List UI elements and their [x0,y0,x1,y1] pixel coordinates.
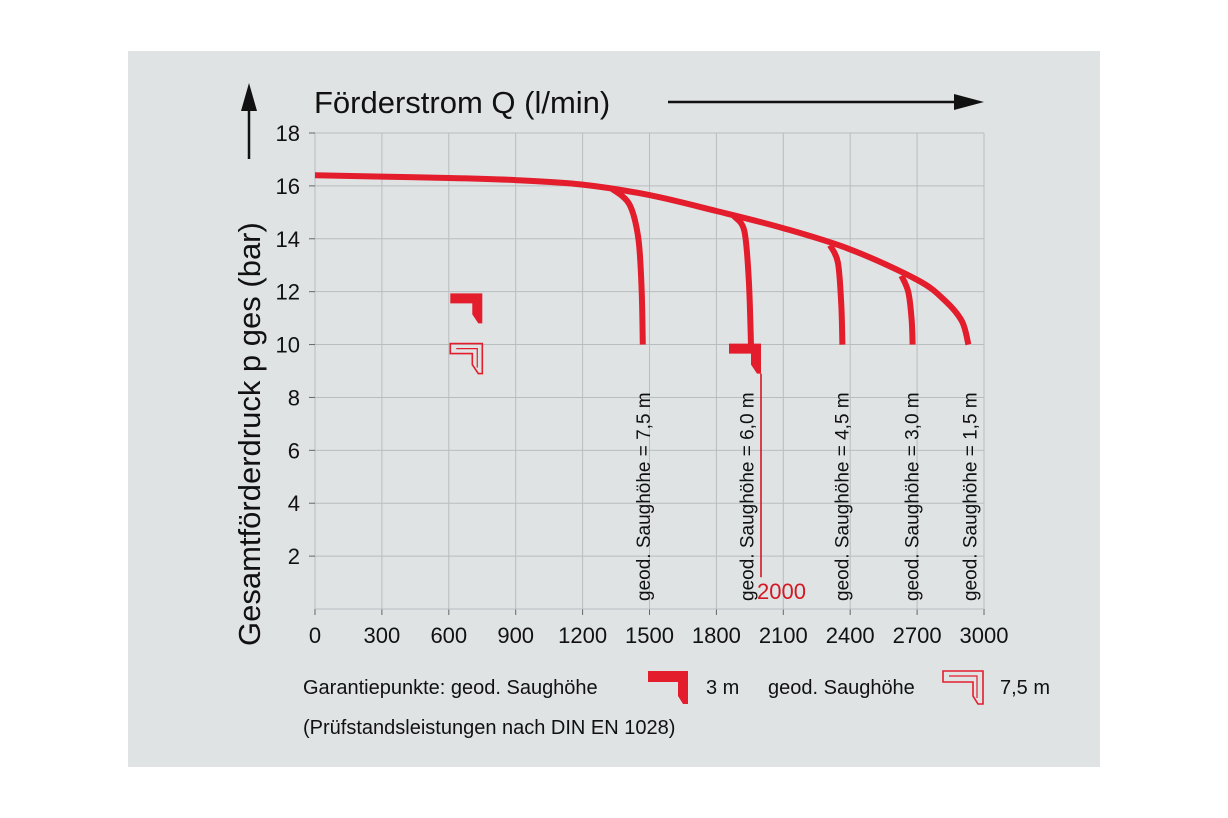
x-tick-label-2: 600 [430,623,467,648]
legend-filled-marker-shape [648,671,688,704]
legend-value-2: 7,5 m [1000,677,1050,699]
legend-middle: geod. Saughöhe [768,677,915,699]
curves [314,172,972,346]
x-tick-label-1: 300 [364,623,401,648]
suction-curve-0 [609,186,646,345]
legend-outline-marker-inner [949,675,978,698]
suction-curve-1 [731,214,754,345]
suction-curve-3 [898,274,916,345]
y-tick-label-6: 14 [276,227,300,252]
legend: Garantiepunkte: geod. Saughöhe 3 m geod.… [303,670,1050,739]
guarantee-marker-filled-2 [729,343,761,374]
guarantee-markers [449,293,762,578]
legend-prefix: Garantiepunkte: geod. Saughöhe [303,677,598,699]
chart-panel: Förderstrom Q (l/min) Gesamtförderdruck … [128,51,1100,767]
axis-arrows [241,83,984,159]
y-tick-label-1: 4 [288,491,300,516]
marker-value-label: 2000 [757,579,806,604]
guarantee-marker-outline-1 [449,342,484,375]
guarantee-marker-outline-inner-1 [456,348,478,368]
suction-label-1: geod. Saughöhe = 6,0 m [738,392,759,601]
x-tick-label-8: 2400 [826,623,875,648]
x-tick-label-5: 1500 [625,623,674,648]
suction-label-2: geod. Saughöhe = 4,5 m [832,392,853,601]
x-tick-label-6: 1800 [692,623,741,648]
y-tick-label-7: 16 [276,174,300,199]
grid [309,132,985,615]
legend-filled-marker [648,671,688,704]
main-pressure-curve [314,172,972,346]
legend-note: (Prüfstandsleistungen nach DIN EN 1028) [303,717,675,739]
legend-outline-marker-shape [942,670,984,705]
x-tick-label-10: 3000 [960,623,1009,648]
x-tick-label-3: 900 [497,623,534,648]
legend-outline-marker [942,670,984,705]
y-tick-label-0: 2 [288,544,300,569]
suction-label-4: geod. Saughöhe = 1,5 m [961,392,982,601]
suction-label-0: geod. Saughöhe = 7,5 m [634,392,655,601]
y-tick-label-2: 6 [288,438,300,463]
x-tick-label-7: 2100 [759,623,808,648]
suction-labels: geod. Saughöhe = 7,5 m geod. Saughöhe = 6… [634,392,982,601]
guarantee-marker-filled-0 [450,293,483,324]
x-axis-arrow-head [954,94,984,110]
suction-curve-2 [827,243,846,345]
pump-curve-chart: Förderstrom Q (l/min) Gesamtförderdruck … [232,83,1050,739]
y-axis-title: Gesamtförderdruck p ges (bar) [232,222,267,646]
y-tick-label-8: 18 [276,121,300,146]
x-tick-label-9: 2700 [893,623,942,648]
tick-labels: 0 300 600 900 1200 1500 1800 2100 2400 2700 3000 2 4… [276,121,1009,648]
legend-value-1: 3 m [706,677,739,699]
y-tick-label-3: 8 [288,385,300,410]
y-tick-label-4: 10 [276,333,300,358]
x-tick-label-0: 0 [309,623,321,648]
y-tick-label-5: 12 [276,280,300,305]
x-tick-label-4: 1200 [558,623,607,648]
y-axis-arrow-head [241,83,257,111]
x-axis-title: Förderstrom Q (l/min) [314,85,610,120]
suction-label-3: geod. Saughöhe = 3,0 m [903,392,924,601]
